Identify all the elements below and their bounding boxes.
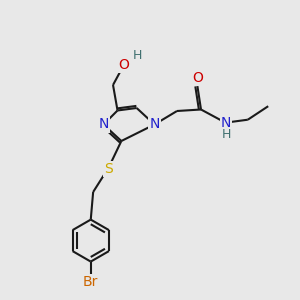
Text: N: N: [221, 116, 231, 130]
Text: H: H: [222, 128, 232, 141]
Text: H: H: [133, 50, 142, 62]
Text: S: S: [104, 162, 113, 176]
Text: N: N: [149, 118, 160, 131]
Text: Br: Br: [83, 275, 98, 289]
Text: O: O: [192, 71, 203, 85]
Text: N: N: [98, 118, 109, 131]
Text: O: O: [118, 58, 129, 72]
